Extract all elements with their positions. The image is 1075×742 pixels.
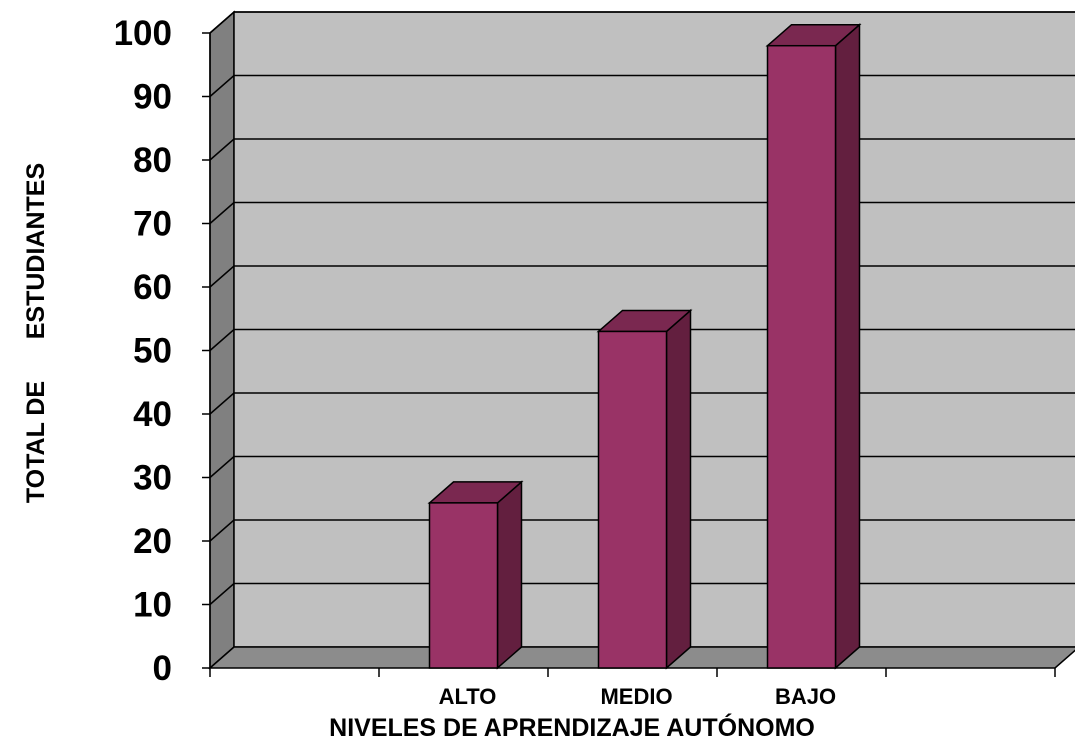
y-tick-label: 40 [133, 395, 172, 434]
category-labels: ALTO MEDIO BAJO [439, 684, 836, 709]
x-tick-label: MEDIO [600, 684, 672, 709]
y-tick-label: 30 [133, 459, 172, 498]
bar-alto [427, 480, 524, 670]
y-tick-label: 80 [133, 141, 172, 180]
y-axis: 0 10 20 30 40 50 60 70 80 90 100 [114, 14, 211, 688]
x-axis [209, 668, 1056, 677]
y-tick-label: 0 [153, 649, 172, 688]
bar-front [766, 44, 837, 669]
bars [427, 23, 862, 670]
bar-front [428, 502, 499, 669]
bar-bajo [765, 23, 862, 670]
y-tick-label: 70 [133, 205, 172, 244]
y-tick-label: 10 [133, 586, 172, 625]
y-axis-title: TOTAL DE ESTUDIANTES [22, 163, 50, 503]
bar-side [665, 308, 692, 670]
x-axis-title: NIVELES DE APRENDIZAJE AUTÓNOMO [329, 712, 815, 742]
y-tick-label: 60 [133, 268, 172, 307]
y-tick-label: 20 [133, 522, 172, 561]
x-tick-label: ALTO [439, 684, 497, 709]
x-tick-label: BAJO [775, 684, 836, 709]
gridline [209, 11, 1075, 34]
bar-side [834, 23, 861, 670]
y-tick-label: 100 [114, 14, 172, 53]
bar-side [496, 480, 523, 670]
bar-medio [596, 308, 693, 670]
y-tick-label: 90 [133, 78, 172, 117]
bar-front [597, 330, 668, 669]
y-tick-label: 50 [133, 332, 172, 371]
